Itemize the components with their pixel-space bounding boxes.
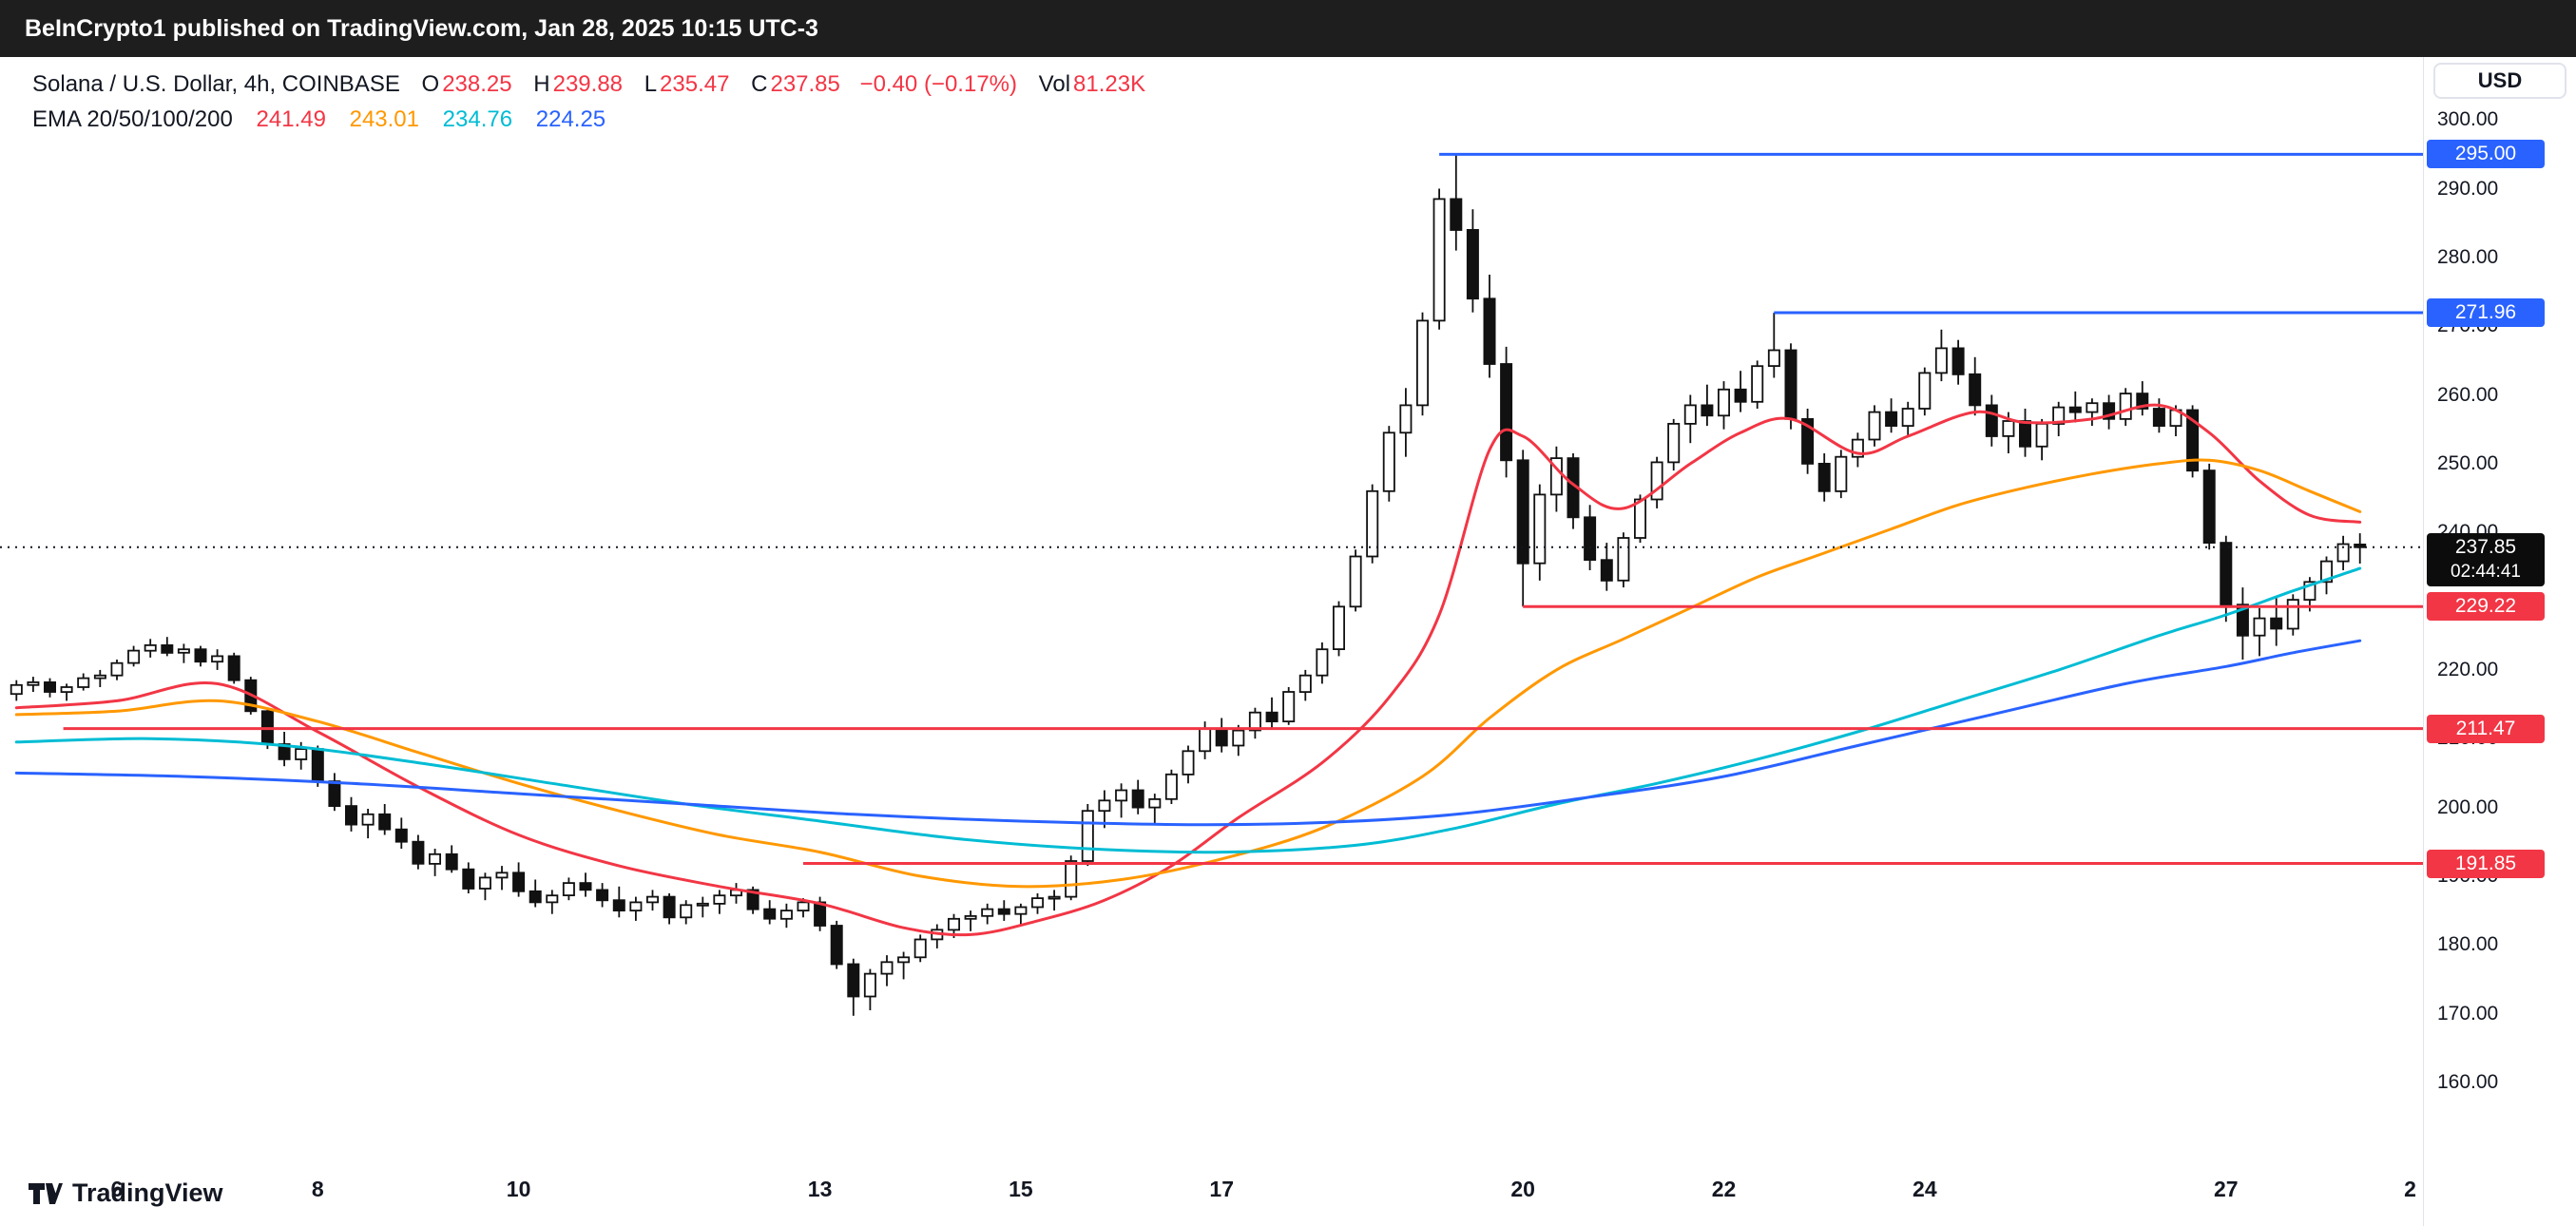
- price-level-badge: 229.22: [2427, 592, 2545, 622]
- low-label: L: [644, 71, 658, 97]
- high-value: 239.88: [552, 71, 624, 97]
- badge-price-value: 237.85: [2454, 535, 2517, 558]
- price-axis-label: 180.00: [2437, 933, 2499, 956]
- time-axis[interactable]: 6 8 10 13 15 17 20 22 24 27 2: [0, 1177, 2423, 1211]
- time-axis-label: 13: [807, 1177, 833, 1201]
- open-value: 238.25: [442, 71, 512, 97]
- price-axis-label: 280.00: [2437, 245, 2499, 268]
- close-label: C: [751, 71, 768, 97]
- price-axis-label: 160.00: [2437, 1070, 2499, 1093]
- ema20-line: [14, 403, 2362, 937]
- volume-group: Vol 81.23K: [1024, 71, 1145, 97]
- badge-price-value: 295.00: [2454, 143, 2517, 165]
- ema20-value: 241.49: [256, 106, 326, 132]
- tradingview-logo[interactable]: TradingView: [27, 1178, 223, 1208]
- badge-price-value: 191.85: [2454, 852, 2517, 874]
- time-axis-label: 10: [506, 1177, 531, 1201]
- tradingview-logo-icon: [29, 1182, 63, 1204]
- currency-toggle-button[interactable]: USD: [2433, 63, 2566, 99]
- price-axis-label: 260.00: [2437, 383, 2499, 406]
- time-axis-label: 2: [2404, 1177, 2416, 1201]
- low-value: 235.47: [660, 71, 730, 97]
- chart-canvas[interactable]: [0, 57, 2576, 1226]
- price-axis-label: 220.00: [2437, 658, 2499, 680]
- ema-lines-layer: [14, 403, 2362, 937]
- time-axis-label: 22: [1711, 1177, 1737, 1201]
- candles-layer: [10, 154, 2367, 1016]
- ohlc-close: C 237.85: [736, 71, 840, 97]
- ohlc-open: O 238.25: [407, 71, 512, 97]
- time-axis-label: 27: [2214, 1177, 2239, 1201]
- legend-main-row: Solana / U.S. Dollar, 4h, COINBASE O 238.…: [32, 67, 1145, 102]
- current-price-badge: 237.85 02:44:41: [2427, 532, 2545, 586]
- price-axis-label: 300.00: [2437, 108, 2499, 131]
- price-axis-label: 250.00: [2437, 451, 2499, 474]
- symbol-title[interactable]: Solana / U.S. Dollar, 4h, COINBASE: [32, 71, 400, 97]
- chart-legend: Solana / U.S. Dollar, 4h, COINBASE O 238.…: [32, 67, 1145, 137]
- legend-ema-row: EMA 20/50/100/200 241.49 243.01 234.76 2…: [32, 102, 1145, 137]
- candle-countdown: 02:44:41: [2451, 561, 2521, 582]
- attribution-text: BeInCrypto1 published on TradingView.com…: [25, 15, 818, 42]
- volume-value: 81.23K: [1073, 71, 1146, 97]
- ema50-line: [14, 458, 2362, 889]
- time-axis-label: 17: [1209, 1177, 1235, 1201]
- badge-price-value: 271.96: [2454, 301, 2517, 324]
- tradingview-logo-text: TradingView: [72, 1178, 223, 1207]
- ohlc-low: L 235.47: [629, 71, 730, 97]
- time-axis-label: 24: [1913, 1177, 1937, 1201]
- ema100-line: [14, 566, 2362, 854]
- volume-label: Vol: [1038, 71, 1071, 97]
- time-axis-label: 20: [1510, 1177, 1535, 1201]
- price-axis[interactable]: USD 300.00290.00280.00270.00260.00250.00…: [2423, 57, 2576, 1226]
- time-axis-label: 8: [311, 1177, 324, 1201]
- price-level-badge: 295.00: [2427, 140, 2545, 169]
- ema-indicator-label[interactable]: EMA 20/50/100/200: [32, 106, 233, 132]
- time-axis-label: 15: [1009, 1177, 1033, 1201]
- price-level-badge: 211.47: [2427, 714, 2545, 743]
- ema200-line: [14, 639, 2362, 827]
- ema50-value: 243.01: [349, 106, 419, 132]
- ohlc-high: H 239.88: [518, 71, 623, 97]
- attribution-bar: BeInCrypto1 published on TradingView.com…: [0, 0, 2576, 57]
- high-label: H: [533, 71, 550, 97]
- time-axis-label: 6: [110, 1177, 124, 1201]
- badge-price-value: 211.47: [2455, 717, 2516, 739]
- badge-price-value: 229.22: [2454, 595, 2517, 618]
- price-axis-label: 170.00: [2437, 1002, 2499, 1025]
- price-axis-label: 200.00: [2437, 795, 2499, 818]
- price-axis-label: 290.00: [2437, 177, 2499, 200]
- price-level-badge: 191.85: [2427, 849, 2545, 878]
- price-levels-layer: [0, 152, 2423, 865]
- close-value: 237.85: [770, 71, 840, 97]
- ema100-value: 234.76: [442, 106, 513, 132]
- ema200-value: 224.25: [535, 106, 606, 132]
- open-label: O: [421, 71, 440, 97]
- price-level-badge: 271.96: [2427, 298, 2545, 328]
- change-value: −0.40 (−0.17%): [859, 71, 1017, 97]
